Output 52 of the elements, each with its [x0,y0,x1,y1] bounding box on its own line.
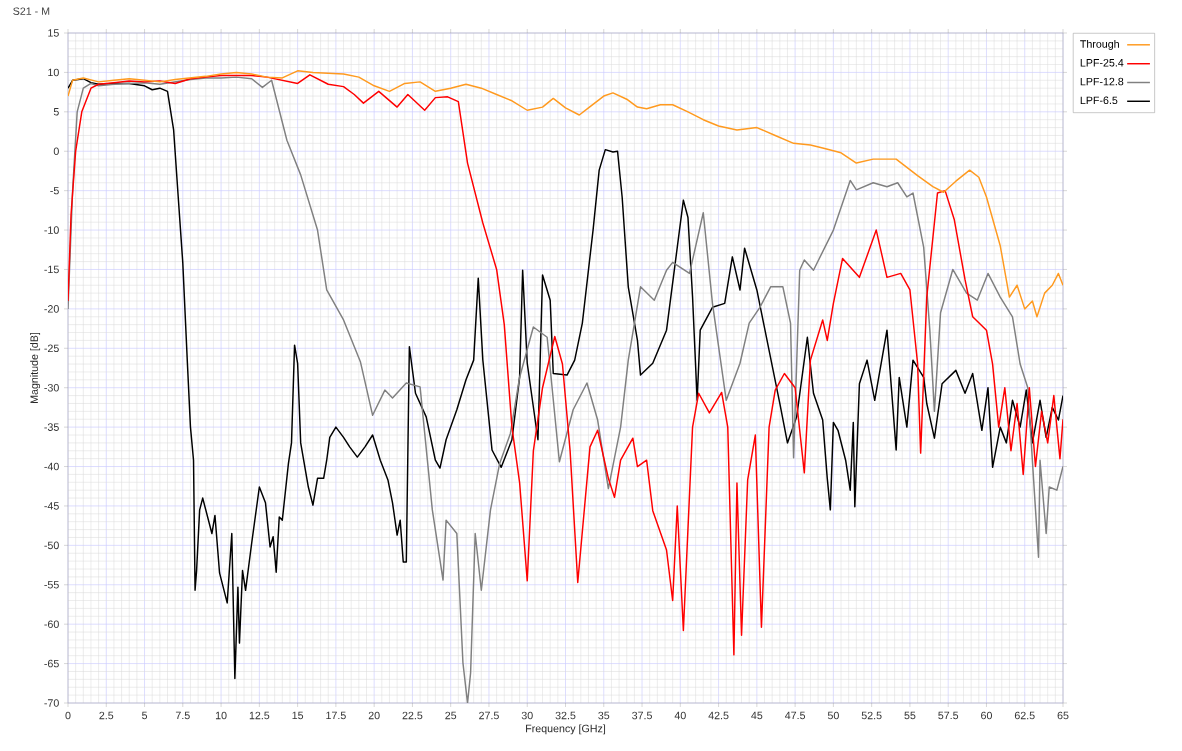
x-tick-label: 27.5 [479,711,499,720]
y-tick-label: -45 [44,502,59,510]
y-tick-label: -40 [44,462,59,471]
legend-label: LPF-12.8 [1080,77,1124,86]
y-tick-label: -5 [50,186,59,195]
y-tick-label: -25 [44,344,59,353]
x-tick-label: 10 [215,711,227,720]
y-tick-label: 0 [53,147,59,156]
x-tick-label: 60 [981,711,992,720]
x-tick-label: 50 [827,711,839,720]
y-tick-label: -20 [44,305,59,313]
y-axis-title: Magnitude [dB] [30,332,41,403]
x-tick-label: 47.5 [784,711,806,720]
x-tick-label: 42.5 [708,711,729,720]
x-tick-label: 15 [292,711,304,720]
x-tick-label: 35 [598,711,610,720]
x-tick-label: 20 [368,711,380,720]
y-tick-label: 15 [48,29,59,37]
x-tick-label: 12.5 [249,711,270,720]
y-tick-label: -50 [44,541,59,550]
y-tick-label: -60 [44,620,59,628]
x-tick-label: 2.5 [99,711,114,720]
y-tick-label: -55 [44,581,59,589]
y-tick-label: -70 [44,699,59,707]
y-tick-label: -30 [44,383,59,392]
x-tick-label: 32.5 [555,711,576,720]
y-tick-label: -65 [44,659,59,668]
chart-title: S21 - M [13,7,50,15]
x-axis-title: Frequency [GHz] [526,724,606,735]
x-tick-label: 7.5 [175,711,190,720]
x-tick-label: 52.5 [861,711,882,720]
x-tick-label: 0 [65,711,71,720]
legend-label: LPF-25.4 [1080,59,1124,67]
y-tick-label: 10 [48,68,59,77]
x-tick-label: 57.5 [938,711,959,720]
x-tick-label: 22.5 [402,711,423,720]
x-tick-label: 55 [904,711,916,720]
y-tick-label: 5 [53,108,59,116]
x-tick-label: 37.5 [632,711,652,720]
x-tick-label: 62.5 [1014,711,1035,720]
x-tick-label: 65 [1057,711,1069,720]
y-tick-label: -10 [44,226,59,234]
x-tick-label: 5 [141,711,148,720]
y-tick-label: -35 [44,423,59,431]
legend-label: Through [1080,39,1119,50]
x-tick-label: 25 [445,711,457,720]
x-tick-label: 45 [751,711,763,720]
x-tick-label: 17.5 [326,711,346,720]
x-tick-label: 30 [521,711,533,720]
legend-label: LPF-6.5 [1080,96,1118,105]
y-tick-label: -15 [44,265,59,274]
x-tick-label: 40 [674,711,686,720]
